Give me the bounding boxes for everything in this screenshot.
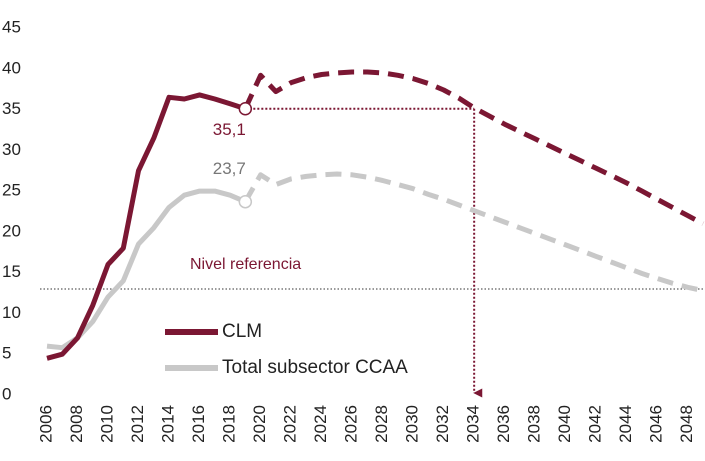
y-tick-label: 20 <box>2 221 21 240</box>
series-line <box>46 92 247 361</box>
x-tick-label: 2012 <box>128 405 147 443</box>
x-tick-label: 2008 <box>67 405 86 443</box>
x-tick-label: 2018 <box>220 405 239 443</box>
point-marker <box>238 194 253 209</box>
x-tick-label: 2024 <box>311 405 330 443</box>
projection-line <box>243 69 705 226</box>
x-tick-label: 2028 <box>372 405 391 443</box>
y-tick-label: 15 <box>2 262 21 281</box>
legend-label: Total subsector CCAA <box>222 357 408 378</box>
data-label: 35,1 <box>213 120 246 139</box>
x-tick-label: 2010 <box>98 405 117 443</box>
y-tick-label: 5 <box>2 344 11 363</box>
x-tick-label: 2026 <box>342 405 361 443</box>
x-tick-label: 2030 <box>403 405 422 443</box>
projection-line <box>243 171 704 294</box>
y-tick-label: 45 <box>2 17 21 36</box>
reference-label: Nivel referencia <box>190 256 301 273</box>
x-tick-label: 2046 <box>647 405 666 443</box>
x-tick-label: 2044 <box>616 405 635 443</box>
x-tick-label: 2016 <box>189 405 208 443</box>
x-tick-label: 2048 <box>677 405 696 443</box>
legend-label: CLM <box>222 321 262 342</box>
y-tick-label: 10 <box>2 303 21 322</box>
x-tick-label: 2032 <box>433 405 452 443</box>
x-tick-label: 2036 <box>494 405 513 443</box>
y-tick-label: 0 <box>2 384 11 403</box>
x-tick-label: 2042 <box>586 405 605 443</box>
x-tick-label: 2022 <box>281 405 300 443</box>
x-tick-label: 2040 <box>555 405 574 443</box>
x-tick-label: 2014 <box>159 405 178 443</box>
x-tick-label: 2020 <box>250 405 269 443</box>
y-tick-label: 25 <box>2 181 21 200</box>
y-tick-label: 30 <box>2 140 21 159</box>
y-tick-label: 35 <box>2 99 21 118</box>
x-tick-label: 2034 <box>464 405 483 443</box>
point-marker <box>238 101 253 116</box>
data-label: 23,7 <box>213 159 246 178</box>
x-tick-label: 2038 <box>525 405 544 443</box>
x-tick-label: 2006 <box>36 405 55 443</box>
y-tick-label: 40 <box>2 58 21 77</box>
